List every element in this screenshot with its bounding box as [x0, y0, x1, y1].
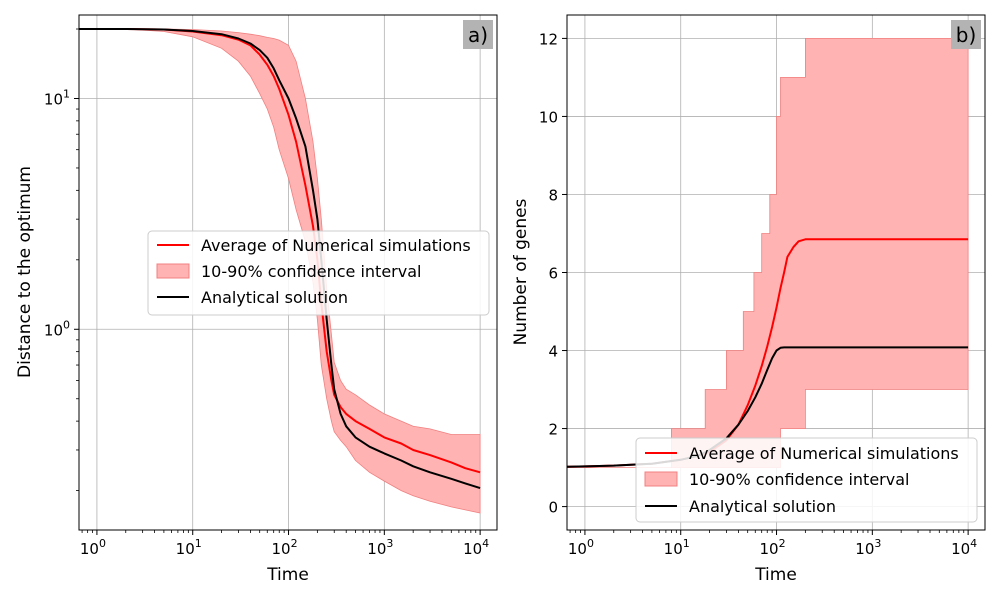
legend-label-interval: 10-90% confidence interval [201, 262, 421, 281]
legend-swatch-interval [156, 263, 190, 279]
y-ticks: 100 101 [44, 28, 79, 492]
y-tick-label: 6 [548, 265, 558, 283]
x-tick-label: 104 [463, 537, 489, 558]
y-ticks: 0 2 4 6 8 10 12 [539, 30, 567, 517]
y-axis-label: Distance to the optimum [15, 166, 35, 378]
x-tick-label: 103 [855, 537, 881, 558]
x-ticks: 100 101 102 103 104 [80, 530, 489, 558]
y-tick-label: 12 [539, 30, 558, 48]
x-tick-label: 101 [176, 537, 202, 558]
legend: Average of Numerical simulations 10-90% … [635, 437, 978, 523]
y-tick-label: 2 [548, 421, 558, 439]
panel-label: a) [463, 20, 493, 49]
analytical-solution-line [79, 28, 481, 490]
panel-b-genes-chart: 100 101 102 103 104 0 2 4 6 8 10 12 Time Number of… [511, 14, 986, 585]
plot-frame [78, 14, 498, 531]
panel-label: b) [951, 20, 981, 49]
panel-a-distance-chart: 100 101 102 103 104 100 101 Time Distance to … [15, 14, 498, 585]
confidence-interval-band [79, 28, 481, 514]
x-axis-label: Time [266, 565, 309, 585]
x-tick-label: 102 [759, 537, 785, 558]
y-tick-label: 101 [44, 87, 70, 108]
x-axis-label: Time [754, 565, 797, 585]
y-tick-label: 4 [548, 343, 558, 361]
svg-text:a): a) [468, 23, 488, 47]
x-tick-label: 104 [951, 537, 977, 558]
confidence-band [79, 28, 481, 514]
x-tick-label: 101 [664, 537, 690, 558]
y-tick-label: 100 [44, 318, 70, 339]
x-tick-label: 100 [568, 537, 594, 558]
y-axis-label: Number of genes [511, 198, 531, 345]
legend-label-average: Average of Numerical simulations [689, 444, 959, 463]
x-ticks: 100 101 102 103 104 [568, 530, 977, 558]
x-tick-label: 100 [80, 537, 106, 558]
legend-label-analytical: Analytical solution [201, 288, 348, 307]
y-tick-label: 10 [539, 108, 558, 126]
legend-swatch-interval [644, 471, 678, 487]
y-tick-label: 0 [548, 499, 558, 517]
legend-label-interval: 10-90% confidence interval [689, 470, 909, 489]
legend-label-average: Average of Numerical simulations [201, 236, 471, 255]
svg-text:b): b) [956, 23, 977, 47]
x-tick-label: 103 [367, 537, 393, 558]
y-tick-label: 8 [548, 186, 558, 204]
legend-label-analytical: Analytical solution [689, 497, 836, 516]
legend: Average of Numerical simulations 10-90% … [147, 230, 490, 316]
x-tick-label: 102 [271, 537, 297, 558]
